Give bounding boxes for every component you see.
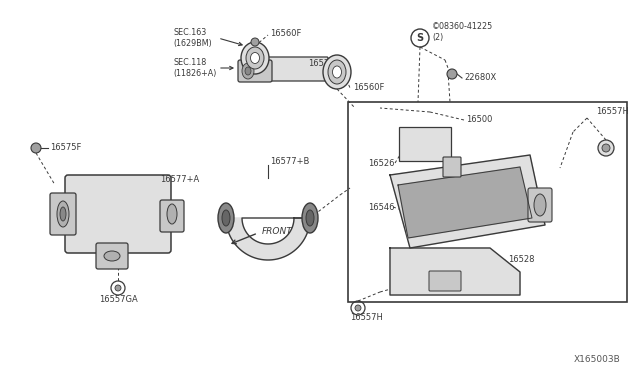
Polygon shape (398, 167, 532, 238)
FancyBboxPatch shape (399, 127, 451, 161)
Circle shape (115, 285, 121, 291)
Text: 16576P: 16576P (308, 58, 340, 67)
Text: ©08360-41225
(2): ©08360-41225 (2) (432, 22, 493, 42)
Ellipse shape (323, 55, 351, 89)
Ellipse shape (241, 42, 269, 74)
Text: 16557H: 16557H (596, 108, 629, 116)
Ellipse shape (534, 194, 546, 216)
Ellipse shape (302, 203, 318, 233)
Text: 16557H: 16557H (350, 314, 383, 323)
Circle shape (31, 143, 41, 153)
Text: 22680X: 22680X (464, 74, 496, 83)
Text: 16560F: 16560F (353, 83, 385, 92)
Ellipse shape (328, 60, 346, 84)
Ellipse shape (60, 207, 66, 221)
Text: 16546: 16546 (368, 202, 394, 212)
Text: 16557GA: 16557GA (99, 295, 138, 305)
Text: S: S (417, 33, 424, 43)
Bar (348, 102, 627, 302)
Ellipse shape (245, 67, 251, 75)
FancyBboxPatch shape (429, 271, 461, 291)
Circle shape (251, 38, 259, 46)
Ellipse shape (218, 203, 234, 233)
Ellipse shape (333, 66, 342, 78)
Text: 16526: 16526 (368, 158, 394, 167)
Circle shape (602, 144, 610, 152)
Ellipse shape (306, 210, 314, 226)
Text: 16575F: 16575F (50, 144, 81, 153)
Ellipse shape (250, 52, 259, 64)
Ellipse shape (246, 47, 264, 69)
Circle shape (598, 140, 614, 156)
Text: SEC.118
(11826+A): SEC.118 (11826+A) (173, 58, 216, 78)
FancyBboxPatch shape (528, 188, 552, 222)
Circle shape (447, 69, 457, 79)
Ellipse shape (57, 201, 69, 227)
Ellipse shape (104, 251, 120, 261)
FancyBboxPatch shape (238, 60, 272, 82)
Polygon shape (390, 248, 520, 295)
Polygon shape (226, 218, 310, 260)
Circle shape (355, 305, 361, 311)
FancyBboxPatch shape (50, 193, 76, 235)
Text: SEC.163
(1629BM): SEC.163 (1629BM) (173, 28, 212, 48)
Text: 16528: 16528 (508, 256, 534, 264)
FancyBboxPatch shape (443, 157, 461, 177)
Text: 16577+A: 16577+A (160, 176, 199, 185)
FancyBboxPatch shape (65, 175, 171, 253)
Ellipse shape (242, 63, 254, 79)
Text: 16560F: 16560F (270, 29, 301, 38)
Ellipse shape (167, 204, 177, 224)
Text: FRONT: FRONT (262, 228, 292, 237)
Text: 16577+B: 16577+B (270, 157, 309, 167)
FancyBboxPatch shape (96, 243, 128, 269)
Text: X165003B: X165003B (573, 356, 620, 365)
FancyBboxPatch shape (264, 57, 328, 81)
Ellipse shape (222, 210, 230, 226)
Text: 16500: 16500 (466, 115, 492, 125)
FancyBboxPatch shape (160, 200, 184, 232)
Polygon shape (390, 155, 545, 248)
